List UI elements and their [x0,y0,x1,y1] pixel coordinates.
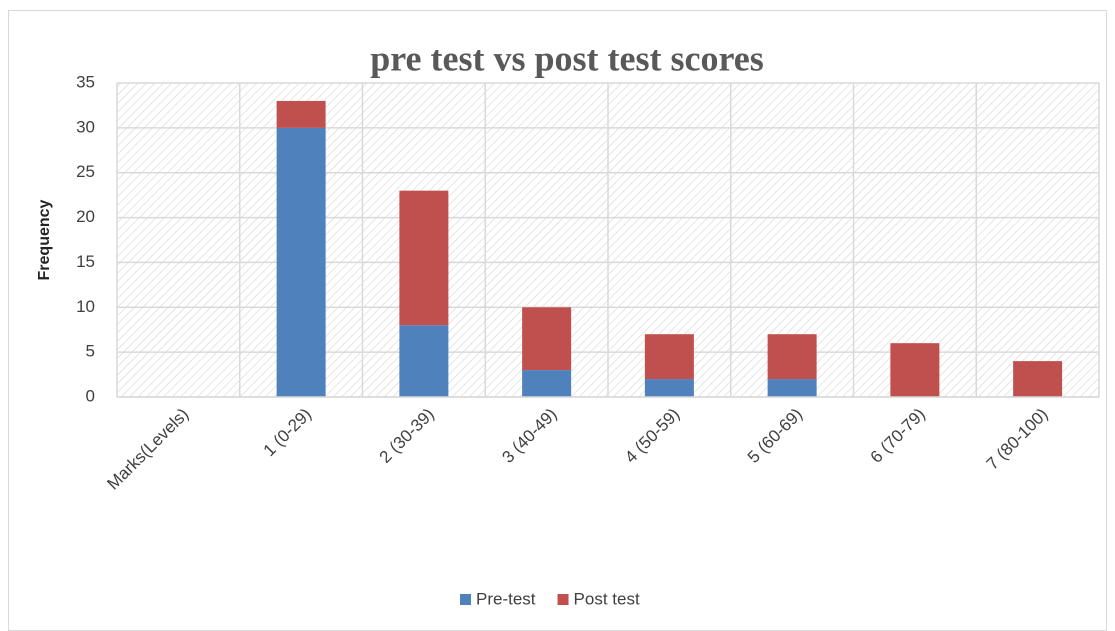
legend-swatch [557,594,569,605]
y-tick-label: 35 [76,72,95,91]
y-axis-label: Frequency [36,199,53,280]
bar-segment [890,343,940,397]
y-tick-label: 0 [86,386,95,405]
legend-label: Post test [574,589,640,608]
legend-swatch [460,594,471,605]
bar-segment [767,334,817,380]
y-tick-label: 25 [76,162,95,181]
y-tick-label: 30 [76,117,95,136]
y-tick-label: 20 [76,207,95,226]
y-tick-label: 15 [76,252,95,271]
y-tick-label: 10 [76,297,95,316]
legend-label: Pre-test [476,589,536,608]
chart-title: pre test vs post test scores [370,38,764,78]
bar-segment [644,379,694,397]
bar-segment [1013,361,1063,397]
bar-segment [399,325,449,397]
bar-segment [522,307,572,371]
bar-segment [522,370,572,397]
bar-segment [399,190,449,326]
bar-segment [276,127,326,397]
bar-segment [767,379,817,397]
y-tick-label: 5 [86,342,95,361]
bar-segment [644,334,694,380]
bar-segment [276,100,326,128]
